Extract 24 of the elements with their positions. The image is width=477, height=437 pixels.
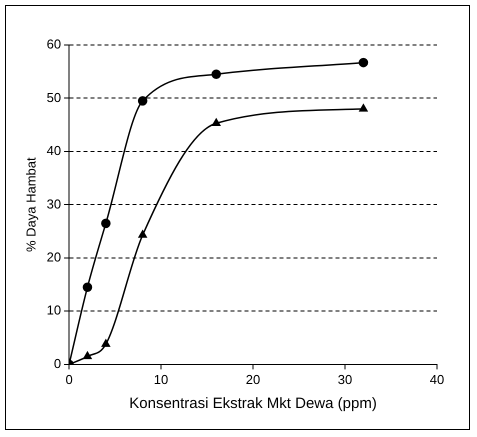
x-tick-label: 20 <box>246 372 260 387</box>
point <box>211 70 221 80</box>
y-tick-label: 20 <box>46 250 62 265</box>
x-tick-label: 30 <box>338 372 352 387</box>
y-tick-label: 10 <box>46 302 62 318</box>
point <box>358 58 368 68</box>
y-tick-label: 40 <box>46 143 62 158</box>
x-axis-title: Konsentrasi Ekstrak Mkt Dewa (ppm) <box>129 395 377 412</box>
point <box>101 218 111 228</box>
point <box>138 230 147 238</box>
y-axis-title: % Daya Hambat <box>23 156 38 252</box>
x-tick-label: 10 <box>154 372 168 387</box>
y-tick-label: 50 <box>46 90 62 105</box>
y-tick-label: 0 <box>54 356 62 371</box>
point <box>359 104 368 112</box>
point <box>102 339 110 347</box>
point <box>212 118 220 126</box>
point <box>83 352 92 360</box>
x-tick-label: 0 <box>65 372 73 387</box>
y-tick-label: 30 <box>46 196 62 212</box>
y-tick-label: 60 <box>46 36 62 52</box>
point <box>138 96 148 106</box>
point <box>82 282 92 292</box>
x-tick-label: 40 <box>430 372 444 387</box>
